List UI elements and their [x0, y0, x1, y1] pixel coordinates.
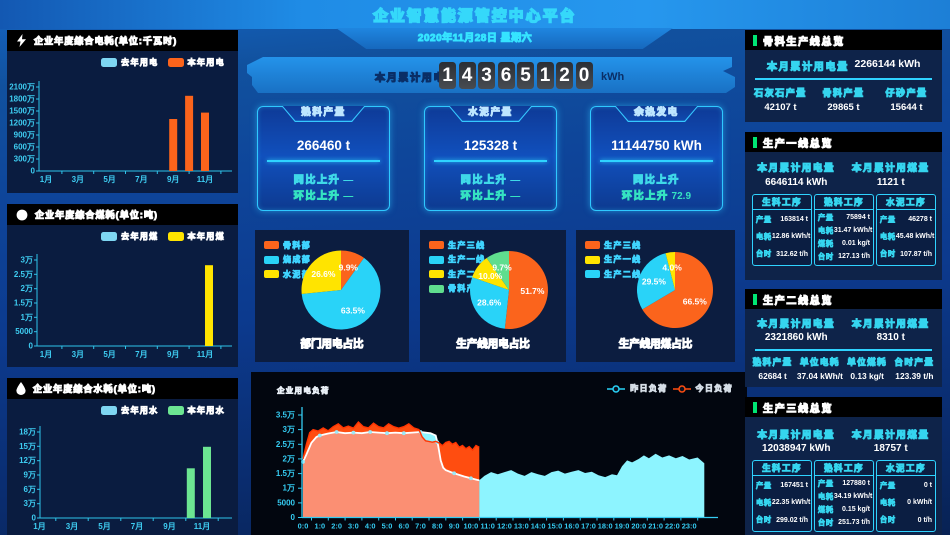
svg-text:63.5%: 63.5% [341, 306, 366, 316]
svg-text:4.0%: 4.0% [662, 262, 682, 272]
svg-text:3月: 3月 [66, 522, 78, 531]
svg-text:11月: 11月 [197, 175, 213, 184]
svg-text:66.5%: 66.5% [683, 296, 708, 306]
svg-text:2万: 2万 [283, 454, 295, 463]
svg-text:15:0: 15:0 [548, 522, 563, 531]
svg-text:1.5万: 1.5万 [276, 469, 295, 478]
svg-text:14:0: 14:0 [531, 522, 546, 531]
svg-text:15万: 15万 [19, 442, 36, 451]
svg-text:1800万: 1800万 [9, 95, 35, 104]
svg-text:3万: 3万 [283, 425, 295, 434]
svg-text:9.7%: 9.7% [492, 263, 512, 273]
svg-text:600万: 600万 [14, 143, 35, 152]
svg-text:29.5%: 29.5% [642, 276, 667, 286]
svg-text:17:0: 17:0 [581, 522, 596, 531]
svg-text:9:0: 9:0 [449, 522, 460, 531]
svg-text:6:0: 6:0 [398, 522, 409, 531]
svg-text:2.5万: 2.5万 [14, 270, 33, 279]
svg-text:23:0: 23:0 [682, 522, 697, 531]
svg-text:300万: 300万 [14, 155, 35, 164]
svg-text:19:0: 19:0 [615, 522, 630, 531]
svg-text:2100万: 2100万 [9, 83, 35, 92]
svg-text:5000: 5000 [15, 327, 33, 336]
svg-text:13:0: 13:0 [514, 522, 529, 531]
svg-text:9月: 9月 [163, 522, 175, 531]
svg-text:1万: 1万 [283, 484, 295, 493]
svg-text:3万: 3万 [21, 256, 33, 265]
svg-text:9月: 9月 [167, 175, 179, 184]
svg-text:3月: 3月 [72, 175, 84, 184]
svg-text:1月: 1月 [33, 522, 45, 531]
svg-text:11月: 11月 [194, 522, 210, 531]
svg-text:2:0: 2:0 [331, 522, 342, 531]
svg-text:7月: 7月 [135, 175, 147, 184]
svg-text:9月: 9月 [167, 350, 179, 359]
svg-text:12万: 12万 [19, 456, 36, 465]
svg-text:7月: 7月 [135, 350, 147, 359]
svg-text:10.0%: 10.0% [478, 271, 503, 281]
svg-text:7:0: 7:0 [415, 522, 426, 531]
svg-text:18万: 18万 [19, 428, 36, 437]
svg-text:1.5万: 1.5万 [14, 299, 33, 308]
svg-text:1月: 1月 [40, 175, 52, 184]
svg-text:28.6%: 28.6% [477, 298, 502, 308]
svg-text:20:0: 20:0 [631, 522, 646, 531]
svg-text:18:0: 18:0 [598, 522, 613, 531]
svg-text:4:0: 4:0 [365, 522, 376, 531]
svg-text:1:0: 1:0 [314, 522, 325, 531]
svg-text:0: 0 [32, 514, 37, 523]
svg-text:2万: 2万 [21, 284, 33, 293]
svg-text:9万: 9万 [24, 471, 36, 480]
svg-text:1200万: 1200万 [9, 119, 35, 128]
svg-text:6万: 6万 [24, 485, 36, 494]
svg-text:0: 0 [29, 342, 34, 351]
svg-text:9.9%: 9.9% [339, 262, 359, 272]
svg-text:5月: 5月 [103, 350, 115, 359]
svg-text:5:0: 5:0 [382, 522, 393, 531]
svg-text:51.7%: 51.7% [520, 286, 545, 296]
svg-text:1万: 1万 [21, 313, 33, 322]
svg-text:3.5万: 3.5万 [276, 411, 295, 420]
svg-text:8:0: 8:0 [432, 522, 443, 531]
svg-text:3月: 3月 [72, 350, 84, 359]
svg-text:26.6%: 26.6% [311, 269, 336, 279]
svg-text:3:0: 3:0 [348, 522, 359, 531]
svg-text:0:0: 0:0 [298, 522, 309, 531]
svg-text:0: 0 [31, 167, 36, 176]
svg-text:0: 0 [291, 513, 296, 522]
svg-text:900万: 900万 [14, 131, 35, 140]
svg-text:2.5万: 2.5万 [276, 440, 295, 449]
svg-text:11:0: 11:0 [481, 522, 495, 531]
svg-text:10:0: 10:0 [464, 522, 479, 531]
svg-text:3万: 3万 [24, 499, 36, 508]
svg-text:12:0: 12:0 [497, 522, 512, 531]
svg-text:5月: 5月 [98, 522, 110, 531]
svg-text:7月: 7月 [131, 522, 143, 531]
svg-text:11月: 11月 [197, 350, 213, 359]
svg-text:5000: 5000 [277, 498, 295, 507]
svg-text:16:0: 16:0 [564, 522, 579, 531]
svg-text:21:0: 21:0 [648, 522, 663, 531]
svg-text:22:0: 22:0 [665, 522, 680, 531]
svg-text:1500万: 1500万 [9, 107, 35, 116]
svg-text:1月: 1月 [40, 350, 52, 359]
svg-text:5月: 5月 [103, 175, 115, 184]
